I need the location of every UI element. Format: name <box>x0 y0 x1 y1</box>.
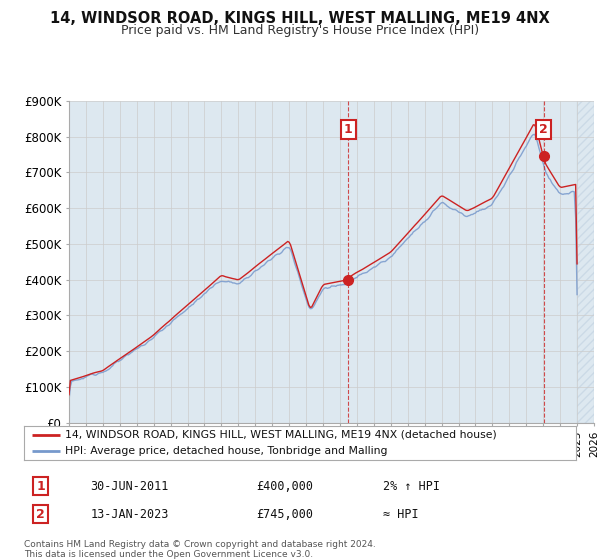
Text: 2% ↑ HPI: 2% ↑ HPI <box>383 479 440 493</box>
Text: 2: 2 <box>36 507 45 521</box>
Text: 30-JUN-2011: 30-JUN-2011 <box>90 479 169 493</box>
Text: 2: 2 <box>539 123 548 136</box>
Text: 13-JAN-2023: 13-JAN-2023 <box>90 507 169 521</box>
Text: HPI: Average price, detached house, Tonbridge and Malling: HPI: Average price, detached house, Tonb… <box>65 446 388 456</box>
Text: ≈ HPI: ≈ HPI <box>383 507 418 521</box>
Text: 1: 1 <box>36 479 45 493</box>
Bar <box>577 101 594 423</box>
Text: 14, WINDSOR ROAD, KINGS HILL, WEST MALLING, ME19 4NX (detached house): 14, WINDSOR ROAD, KINGS HILL, WEST MALLI… <box>65 430 497 440</box>
Text: This data is licensed under the Open Government Licence v3.0.: This data is licensed under the Open Gov… <box>24 550 313 559</box>
Text: 14, WINDSOR ROAD, KINGS HILL, WEST MALLING, ME19 4NX: 14, WINDSOR ROAD, KINGS HILL, WEST MALLI… <box>50 11 550 26</box>
Text: 1: 1 <box>344 123 353 136</box>
Text: £745,000: £745,000 <box>256 507 313 521</box>
Text: £400,000: £400,000 <box>256 479 313 493</box>
Text: Price paid vs. HM Land Registry's House Price Index (HPI): Price paid vs. HM Land Registry's House … <box>121 24 479 36</box>
Text: Contains HM Land Registry data © Crown copyright and database right 2024.: Contains HM Land Registry data © Crown c… <box>24 540 376 549</box>
